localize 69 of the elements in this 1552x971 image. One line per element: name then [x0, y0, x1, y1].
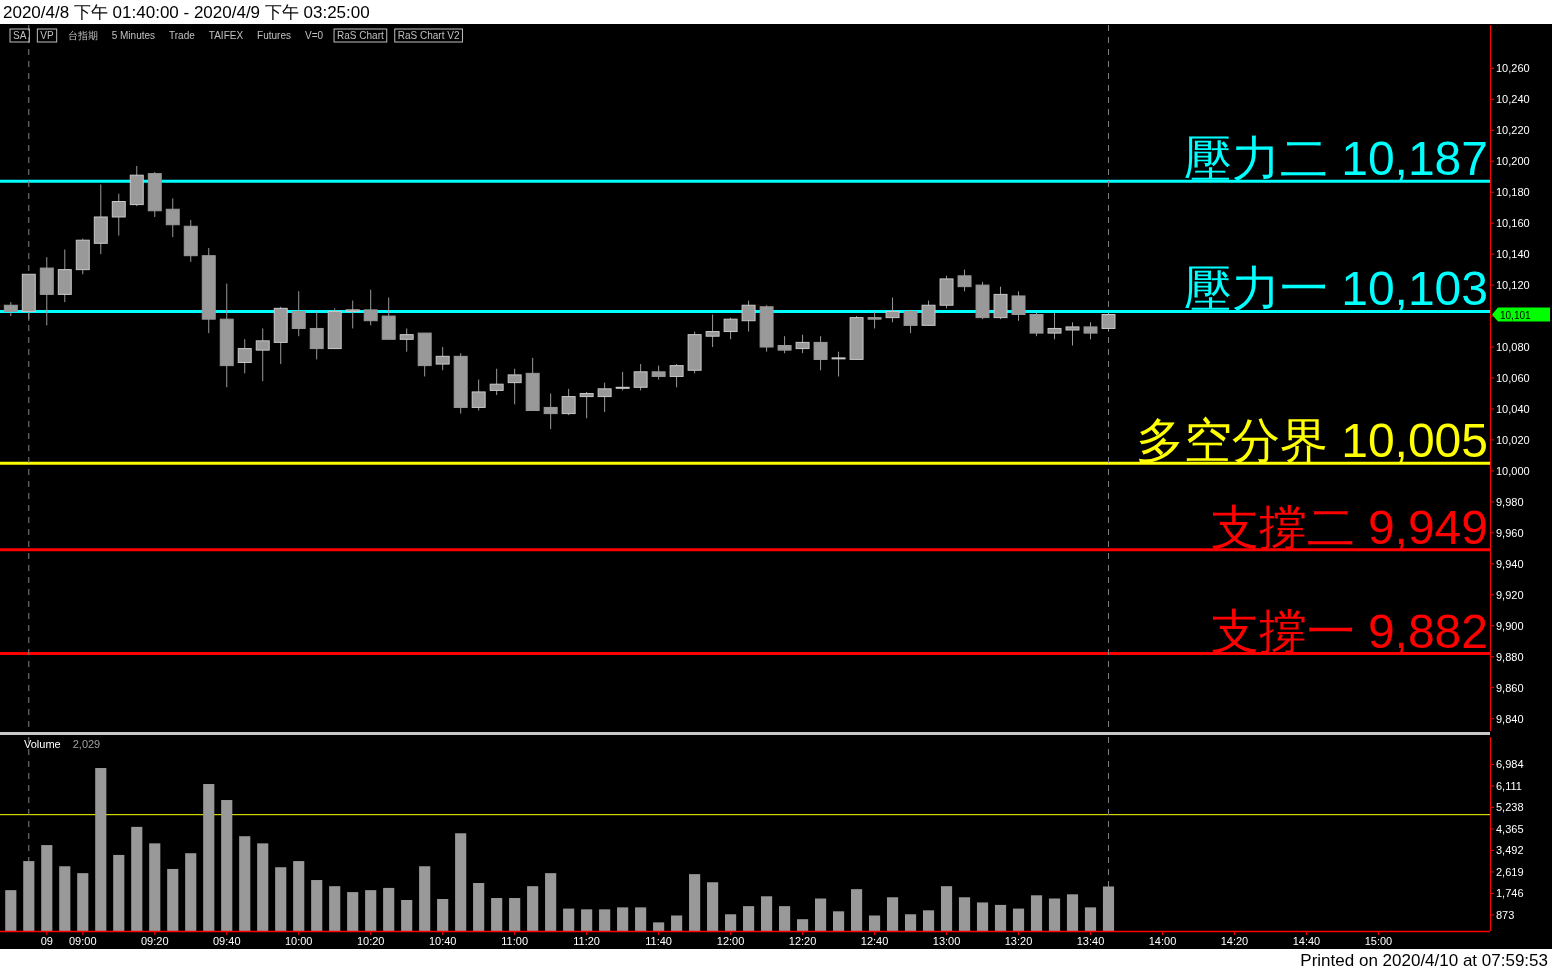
- y-tick-label: 6,111: [1496, 779, 1522, 792]
- ref-line-label: 壓力二 10,187: [1183, 132, 1488, 186]
- y-tick-label: 9,980: [1496, 495, 1524, 508]
- ref-line-label: 壓力一 10,103: [1183, 262, 1488, 316]
- x-tick-label: 14:40: [1292, 935, 1321, 947]
- annotation: RaS Chart V2: [397, 30, 460, 41]
- x-tick-label: 12:20: [788, 935, 817, 947]
- x-tick-label: 13:00: [932, 935, 961, 947]
- ref-line-label: 多空分界 10,005: [1135, 414, 1488, 468]
- y-tick-label: 10,160: [1496, 217, 1530, 230]
- y-tick-label: 10,020: [1496, 433, 1530, 446]
- y-tick-label: 10,220: [1496, 124, 1530, 137]
- ref-line-label: 支撐一 9,882: [1210, 604, 1488, 658]
- y-tick-label: 10,040: [1496, 402, 1530, 415]
- y-tick-label: 10,180: [1496, 186, 1530, 199]
- y-tick-label: 10,080: [1496, 341, 1530, 354]
- y-tick-label: 9,940: [1496, 557, 1524, 570]
- annotation: Trade: [169, 30, 196, 41]
- x-tick-label: 13:20: [1004, 935, 1033, 947]
- y-tick-label: 2,619: [1496, 865, 1524, 878]
- x-tick-label: 12:00: [716, 935, 745, 947]
- text: Printed on 2020/4/10 at 07:59:53: [1300, 951, 1548, 970]
- annotation: 10,101: [1500, 309, 1532, 321]
- annotation: RaS Chart: [337, 30, 384, 41]
- x-tick-label: 15:00: [1364, 935, 1393, 947]
- annotation: TAIFEX: [208, 30, 244, 41]
- x-tick-label: 10:20: [356, 935, 385, 947]
- x-tick-label: 10:00: [284, 935, 313, 947]
- x-tick-label: 09:00: [69, 935, 97, 947]
- annotation: Futures: [257, 30, 291, 41]
- y-tick-label: 3,492: [1496, 844, 1524, 857]
- annotation: VP: [40, 30, 55, 41]
- x-tick-label: 09:20: [140, 935, 169, 947]
- annotation: V=0: [304, 30, 324, 41]
- y-tick-label: 10,000: [1496, 464, 1530, 477]
- y-tick-label: 9,960: [1496, 526, 1524, 539]
- annotation: 台指期: [67, 30, 98, 41]
- y-tick-label: 6,984: [1496, 758, 1524, 771]
- y-tick-label: 873: [1496, 908, 1515, 921]
- y-tick-label: 10,120: [1496, 279, 1530, 292]
- annotation: 2,029: [72, 738, 101, 750]
- x-tick-label: 10:40: [428, 935, 457, 947]
- annotation: 5 Minutes: [111, 30, 156, 41]
- y-tick-label: 5,238: [1496, 801, 1524, 814]
- y-tick-label: 9,860: [1496, 681, 1524, 694]
- y-tick-label: 10,200: [1496, 155, 1530, 168]
- y-tick-label: 9,920: [1496, 588, 1524, 601]
- x-tick-label: 11:00: [501, 935, 529, 947]
- x-tick-label: 14:00: [1148, 935, 1177, 947]
- y-tick-label: 9,880: [1496, 650, 1524, 663]
- x-tick-label: 13:40: [1076, 935, 1105, 947]
- x-tick-label: 14:20: [1220, 935, 1249, 947]
- ref-line-label: 支撐二 9,949: [1210, 500, 1488, 554]
- chart-title: Volume: [24, 738, 61, 750]
- y-tick-label: 10,060: [1496, 372, 1530, 384]
- y-tick-label: 10,140: [1496, 248, 1530, 261]
- x-tick-label: 09: [40, 935, 53, 947]
- y-tick-label: 4,365: [1496, 822, 1524, 835]
- x-tick-label: 09:40: [212, 935, 241, 947]
- x-tick-label: 12:40: [860, 935, 889, 947]
- y-tick-label: 10,240: [1496, 93, 1530, 106]
- x-tick-label: 11:40: [645, 935, 672, 947]
- chart-title: 2020/4/8 下午 01:40:00 - 2020/4/9 下午 03:25:00: [3, 3, 370, 22]
- y-tick-label: 10,260: [1496, 62, 1530, 75]
- annotation: SA: [13, 30, 27, 41]
- x-tick-label: 11:20: [573, 935, 600, 947]
- y-tick-label: 1,746: [1496, 887, 1524, 900]
- y-tick-label: 9,840: [1496, 712, 1524, 725]
- y-tick-label: 9,900: [1496, 619, 1524, 632]
